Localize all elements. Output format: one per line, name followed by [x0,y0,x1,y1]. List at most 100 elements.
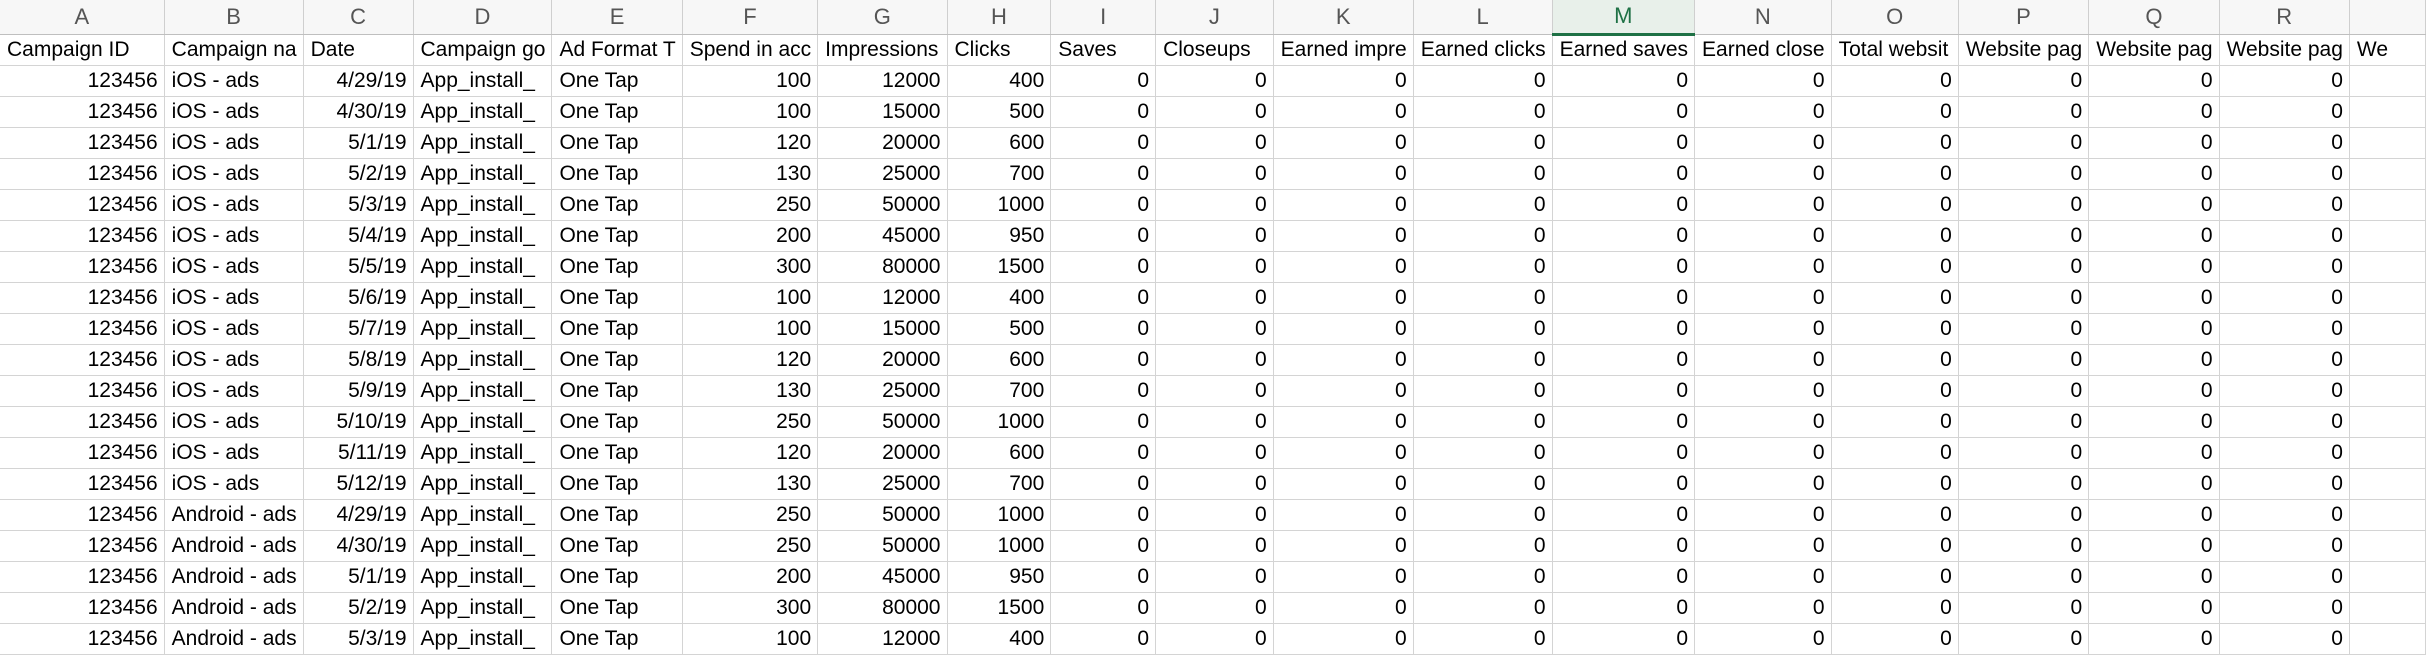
field-header-cell[interactable]: Total websit [1831,34,1959,66]
cell-impressions[interactable]: 80000 [817,592,948,624]
cell-spend[interactable]: 120 [682,437,819,469]
cell-earned-clicks[interactable]: 0 [1413,65,1553,97]
cell-goal[interactable]: App_install_ [413,189,553,221]
cell-earned-impr[interactable]: 0 [1273,220,1414,252]
cell-earned-closeups[interactable]: 0 [1694,251,1832,283]
cell-impressions[interactable]: 25000 [817,158,948,190]
cell-earned-clicks[interactable]: 0 [1413,189,1553,221]
cell-earned-closeups[interactable]: 0 [1694,406,1832,438]
cell-format[interactable]: One Tap [551,592,683,624]
cell-clicks[interactable]: 1000 [947,406,1052,438]
cell-empty[interactable] [2349,313,2426,345]
cell-format[interactable]: One Tap [551,344,683,376]
cell-website-p1[interactable]: 0 [1958,375,2090,407]
cell-total-website[interactable]: 0 [1831,561,1959,593]
cell-date[interactable]: 5/9/19 [303,375,414,407]
cell-earned-saves[interactable]: 0 [1552,592,1696,624]
cell-website-p1[interactable]: 0 [1958,158,2090,190]
cell-id[interactable]: 123456 [0,282,165,314]
cell-closeups[interactable]: 0 [1155,65,1274,97]
cell-closeups[interactable]: 0 [1155,530,1274,562]
cell-goal[interactable]: App_install_ [413,220,553,252]
cell-id[interactable]: 123456 [0,127,165,159]
cell-clicks[interactable]: 1000 [947,499,1052,531]
cell-impressions[interactable]: 12000 [817,623,948,655]
cell-empty[interactable] [2349,282,2426,314]
cell-earned-closeups[interactable]: 0 [1694,189,1832,221]
cell-id[interactable]: 123456 [0,344,165,376]
column-header-j[interactable]: J [1155,0,1274,35]
cell-earned-impr[interactable]: 0 [1273,251,1414,283]
cell-saves[interactable]: 0 [1050,282,1157,314]
cell-earned-closeups[interactable]: 0 [1694,65,1832,97]
cell-earned-saves[interactable]: 0 [1552,468,1696,500]
column-header-g[interactable]: G [817,0,948,35]
cell-empty[interactable] [2349,592,2426,624]
cell-id[interactable]: 123456 [0,592,165,624]
cell-website-p2[interactable]: 0 [2088,530,2220,562]
cell-impressions[interactable]: 50000 [817,530,948,562]
cell-earned-impr[interactable]: 0 [1273,530,1414,562]
cell-date[interactable]: 5/1/19 [303,561,414,593]
cell-date[interactable]: 5/11/19 [303,437,414,469]
cell-date[interactable]: 4/30/19 [303,96,414,128]
column-header-q[interactable]: Q [2088,0,2220,35]
cell-earned-clicks[interactable]: 0 [1413,592,1553,624]
cell-goal[interactable]: App_install_ [413,158,553,190]
cell-earned-impr[interactable]: 0 [1273,65,1414,97]
cell-saves[interactable]: 0 [1050,65,1157,97]
cell-saves[interactable]: 0 [1050,499,1157,531]
cell-website-p2[interactable]: 0 [2088,344,2220,376]
cell-spend[interactable]: 100 [682,313,819,345]
cell-spend[interactable]: 100 [682,96,819,128]
cell-earned-impr[interactable]: 0 [1273,561,1414,593]
cell-earned-closeups[interactable]: 0 [1694,158,1832,190]
cell-website-p3[interactable]: 0 [2219,437,2350,469]
cell-clicks[interactable]: 600 [947,127,1052,159]
field-header-cell[interactable]: Earned clicks [1413,34,1553,66]
cell-website-p2[interactable]: 0 [2088,468,2220,500]
field-header-cell[interactable]: Campaign na [164,34,304,66]
cell-earned-clicks[interactable]: 0 [1413,468,1553,500]
cell-empty[interactable] [2349,344,2426,376]
cell-spend[interactable]: 250 [682,189,819,221]
cell-goal[interactable]: App_install_ [413,530,553,562]
cell-earned-closeups[interactable]: 0 [1694,530,1832,562]
field-header-cell[interactable]: Closeups [1155,34,1274,66]
cell-id[interactable]: 123456 [0,437,165,469]
cell-name[interactable]: iOS - ads [164,158,304,190]
field-header-cell[interactable]: Earned close [1694,34,1832,66]
cell-spend[interactable]: 130 [682,375,819,407]
cell-spend[interactable]: 120 [682,127,819,159]
cell-date[interactable]: 4/29/19 [303,65,414,97]
cell-impressions[interactable]: 12000 [817,65,948,97]
column-header-d[interactable]: D [413,0,553,35]
column-header-m[interactable]: M [1552,0,1696,36]
cell-earned-impr[interactable]: 0 [1273,499,1414,531]
cell-earned-saves[interactable]: 0 [1552,499,1696,531]
cell-earned-impr[interactable]: 0 [1273,189,1414,221]
cell-closeups[interactable]: 0 [1155,251,1274,283]
cell-closeups[interactable]: 0 [1155,189,1274,221]
cell-closeups[interactable]: 0 [1155,561,1274,593]
cell-website-p1[interactable]: 0 [1958,561,2090,593]
cell-empty[interactable] [2349,96,2426,128]
cell-clicks[interactable]: 1000 [947,530,1052,562]
cell-format[interactable]: One Tap [551,561,683,593]
cell-empty[interactable] [2349,530,2426,562]
column-header-h[interactable]: H [947,0,1052,35]
cell-clicks[interactable]: 700 [947,468,1052,500]
cell-format[interactable]: One Tap [551,313,683,345]
cell-total-website[interactable]: 0 [1831,375,1959,407]
cell-date[interactable]: 5/3/19 [303,623,414,655]
cell-closeups[interactable]: 0 [1155,406,1274,438]
cell-website-p3[interactable]: 0 [2219,282,2350,314]
cell-impressions[interactable]: 45000 [817,561,948,593]
cell-earned-clicks[interactable]: 0 [1413,220,1553,252]
cell-impressions[interactable]: 45000 [817,220,948,252]
field-header-cell[interactable]: Saves [1050,34,1157,66]
cell-total-website[interactable]: 0 [1831,282,1959,314]
cell-earned-impr[interactable]: 0 [1273,313,1414,345]
cell-earned-impr[interactable]: 0 [1273,437,1414,469]
cell-saves[interactable]: 0 [1050,592,1157,624]
